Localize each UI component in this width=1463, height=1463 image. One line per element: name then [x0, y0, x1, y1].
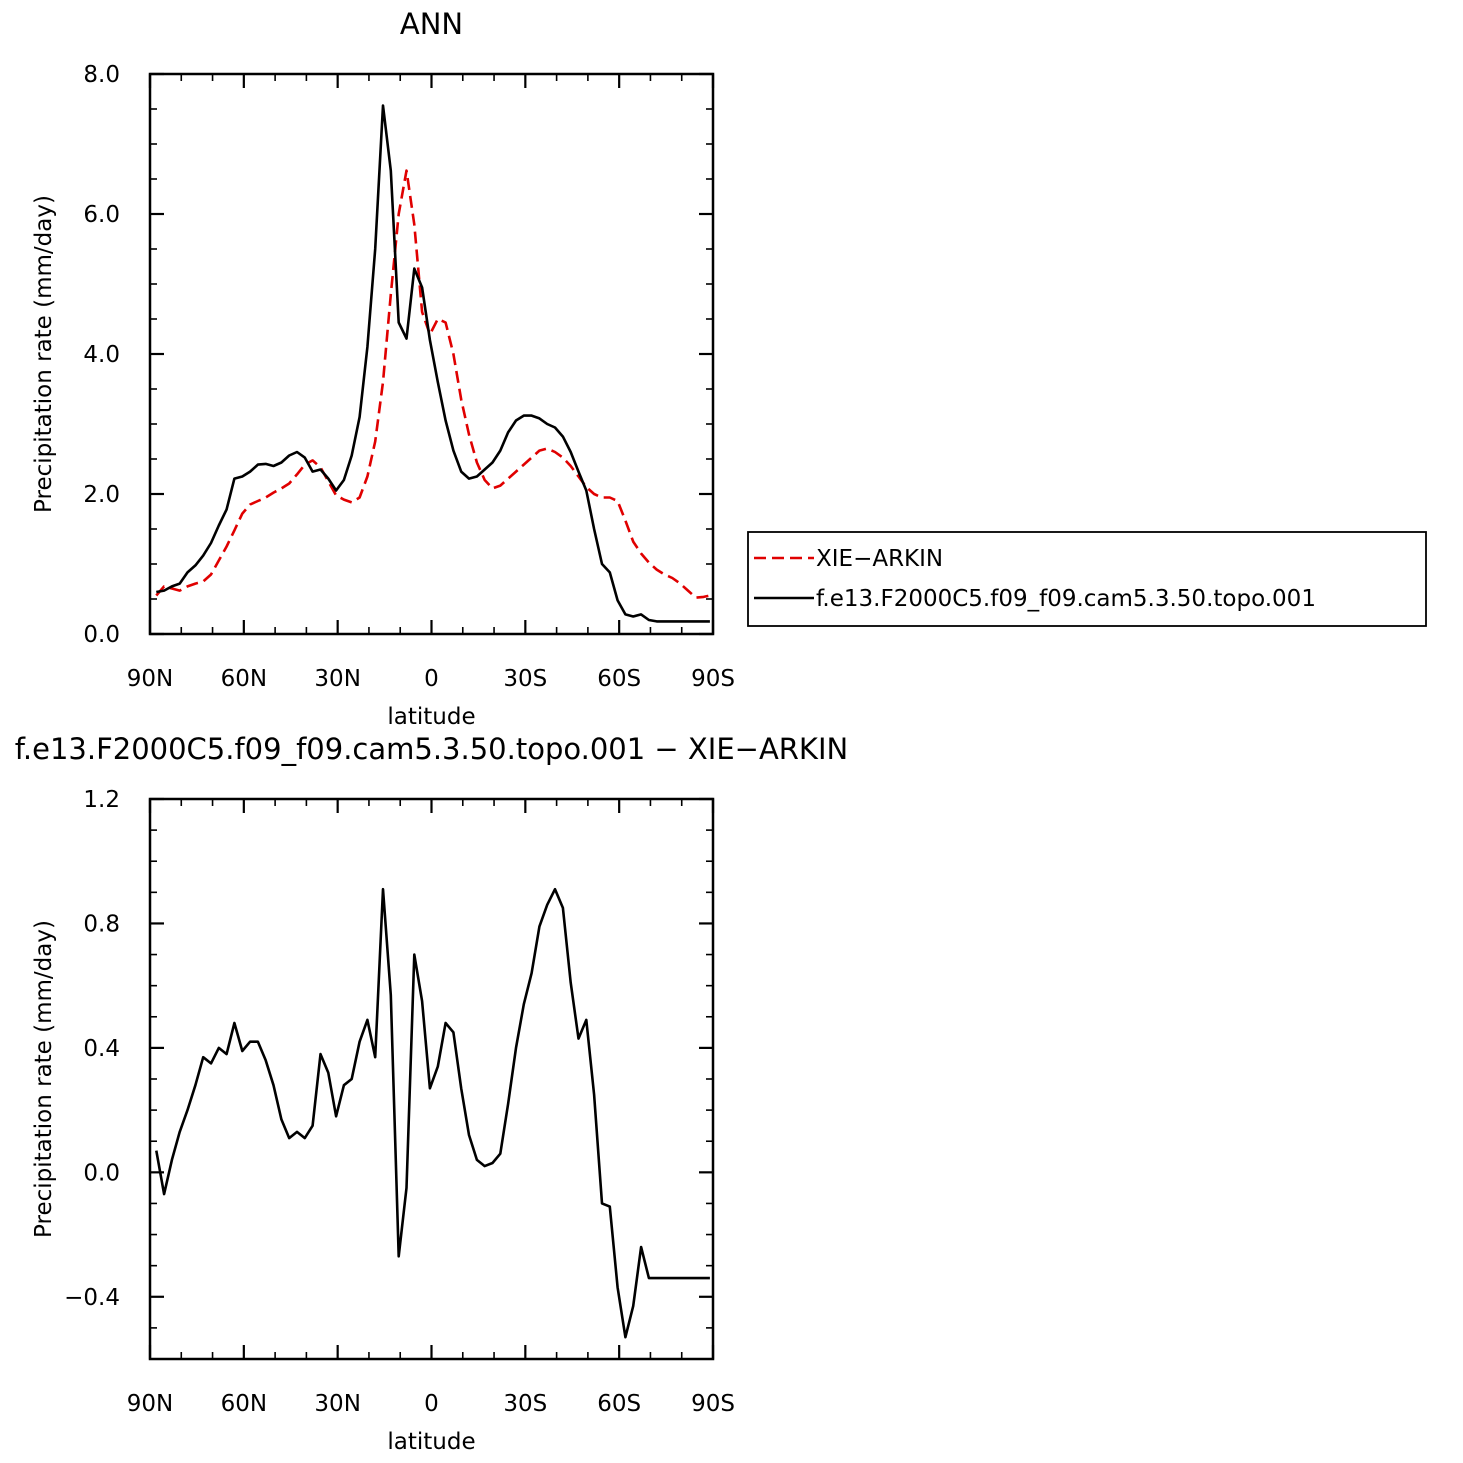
legend-box: [747, 531, 1427, 627]
y-tick-label: 8.0: [83, 62, 120, 88]
x-tick-label: 60S: [597, 666, 641, 692]
x-tick-label: 60N: [221, 1391, 267, 1417]
series-line-0: [155, 169, 711, 599]
x-tick-label: 90N: [127, 1391, 173, 1417]
x-tick-label: 90S: [691, 1391, 735, 1417]
y-tick-label: 1.2: [83, 787, 120, 813]
y-tick-label: 0.0: [83, 1160, 120, 1186]
x-tick-label: 30S: [503, 666, 547, 692]
x-tick-label: 30S: [503, 1391, 547, 1417]
y-tick-label: 6.0: [83, 202, 120, 228]
y-tick-label: 0.8: [83, 911, 120, 937]
x-tick-label: 30N: [314, 1391, 360, 1417]
series-line-0: [155, 887, 710, 1339]
panel-title: ANN: [400, 7, 463, 41]
x-tick-label: 90S: [691, 666, 735, 692]
plot-frame: [148, 797, 715, 1361]
legend-label-1: f.e13.F2000C5.f09_f09.cam5.3.50.topo.001: [816, 586, 1316, 612]
y-tick-label: 2.0: [83, 482, 120, 508]
panel-annual-mean: ANN 0.0 2.0 4.0 6.0 8.0 90N 60N 30N 0 30S 60S 90S lat…: [31, 7, 1427, 730]
panel-title: f.e13.F2000C5.f09_f09.cam5.3.50.topo.001…: [15, 732, 848, 766]
y-axis-title: Precipitation rate (mm/day): [31, 920, 57, 1238]
x-tick-label: 0: [424, 1391, 439, 1417]
panel-difference: f.e13.F2000C5.f09_f09.cam5.3.50.topo.001…: [15, 732, 848, 1455]
x-tick-label: 30N: [314, 666, 360, 692]
series-line-1: [156, 104, 710, 623]
y-tick-label: 0.0: [83, 622, 120, 648]
x-tick-label: 60S: [597, 1391, 641, 1417]
y-tick-label: 0.4: [83, 1036, 120, 1062]
y-axis-title: Precipitation rate (mm/day): [31, 195, 57, 513]
legend: XIE−ARKIN f.e13.F2000C5.f09_f09.cam5.3.50…: [747, 531, 1427, 627]
x-axis-title: latitude: [387, 1429, 475, 1455]
legend-label-0: XIE−ARKIN: [816, 546, 943, 572]
x-axis-title: latitude: [387, 704, 475, 730]
x-tick-label: 90N: [127, 666, 173, 692]
x-tick-label: 0: [424, 666, 439, 692]
y-tick-label: 4.0: [83, 342, 120, 368]
y-tick-label: −0.4: [64, 1285, 120, 1311]
x-tick-label: 60N: [221, 666, 267, 692]
